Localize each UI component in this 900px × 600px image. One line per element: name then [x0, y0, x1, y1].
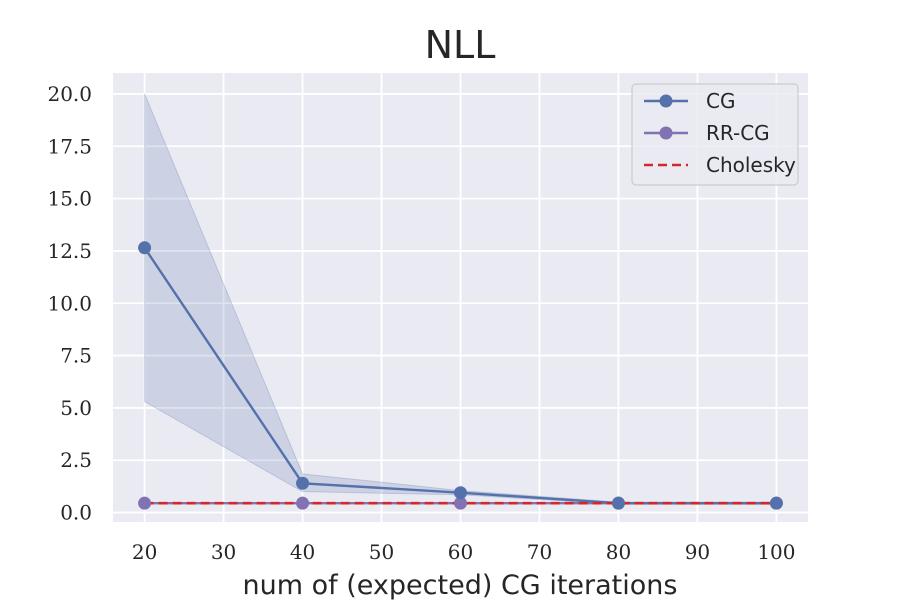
legend-marker-cg — [659, 94, 673, 108]
y-tick-label: 20.0 — [47, 82, 92, 106]
x-tick-label: 50 — [369, 540, 394, 564]
x-tick-label: 40 — [290, 540, 315, 564]
x-tick-label: 60 — [448, 540, 473, 564]
y-tick-label: 0.0 — [60, 501, 92, 525]
legend-label-cholesky: Cholesky — [706, 153, 796, 177]
x-tick-label: 90 — [685, 540, 710, 564]
marker-rr-cg — [296, 496, 310, 510]
series-markers — [138, 241, 783, 510]
marker-rr-cg — [454, 496, 467, 510]
marker-cg — [138, 241, 152, 255]
x-tick-label: 70 — [527, 540, 552, 564]
x-tick-label: 100 — [757, 540, 795, 564]
y-tick-label: 10.0 — [47, 291, 92, 315]
x-tick-label: 20 — [132, 540, 157, 564]
legend-label-rr-cg: RR-CG — [706, 121, 770, 145]
y-axis-ticks: 0.0 2.5 5.0 7.5 10.0 12.5 15.0 17.5 20.0 — [47, 82, 92, 525]
x-axis-ticks: 20 30 40 50 60 70 80 90 100 — [132, 540, 796, 564]
x-tick-label: 30 — [211, 540, 236, 564]
legend-marker-rr-cg — [659, 126, 673, 140]
marker-cg — [454, 486, 467, 500]
chart-title: NLL — [425, 23, 496, 67]
y-tick-label: 17.5 — [47, 134, 92, 158]
y-tick-label: 5.0 — [60, 396, 92, 420]
marker-cg — [296, 476, 310, 490]
y-tick-label: 12.5 — [47, 239, 92, 263]
legend-label-cg: CG — [706, 89, 735, 113]
legend: CG RR-CG Cholesky — [631, 83, 799, 186]
legend-box — [631, 83, 799, 186]
y-tick-label: 7.5 — [60, 344, 92, 368]
x-tick-label: 80 — [606, 540, 631, 564]
marker-cg — [769, 496, 783, 510]
y-tick-label: 2.5 — [60, 448, 92, 472]
y-tick-label: 15.0 — [47, 187, 92, 211]
marker-rr-cg — [138, 496, 152, 510]
x-axis-label: num of (expected) CG iterations — [243, 570, 678, 600]
marker-cg — [611, 496, 625, 510]
